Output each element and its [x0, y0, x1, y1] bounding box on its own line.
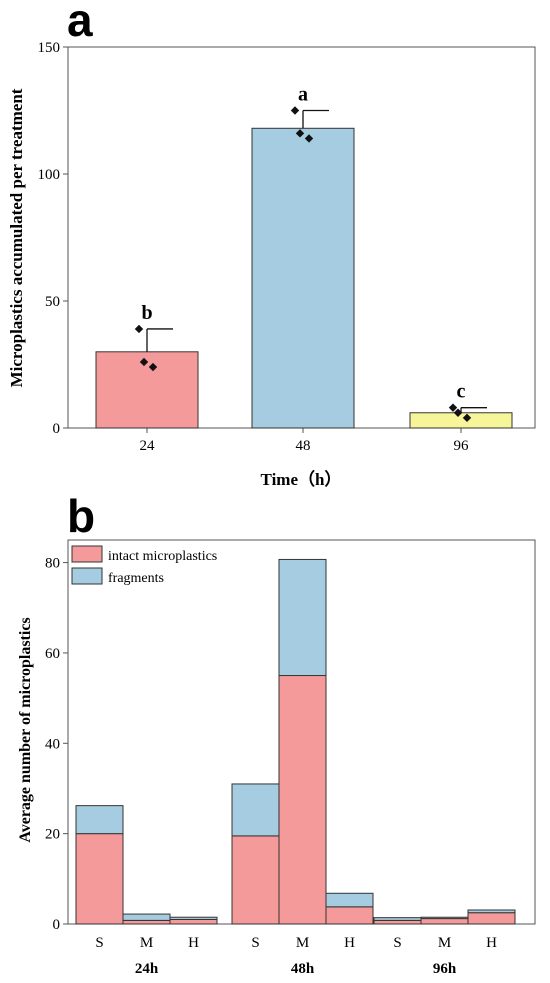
bar-24h-M-intact [122, 919, 171, 925]
data-point-48 [295, 129, 305, 138]
legend-swatch-intact [71, 545, 103, 563]
legend-label-intact: intact microplastics [108, 549, 217, 564]
panel-b-y-axis-title: Average number of microplastics [17, 617, 34, 842]
panel-b-y-tick-label: 80 [45, 556, 60, 572]
data-point-24 [148, 362, 158, 372]
panel-b-x-tick-label: H [486, 935, 497, 951]
bar-24h-H-intact [169, 918, 218, 925]
panel-a-x-axis-title: Time（h） [261, 469, 342, 489]
panel-b-legend: intact microplastics fragments [71, 545, 217, 586]
bar-96h-S-intact [373, 919, 422, 925]
panel-a-y-tick-label: 0 [53, 421, 61, 437]
panel-a-x-tick-label: 24 [140, 438, 156, 454]
bar-96h-S-fragments [373, 917, 422, 921]
panel-a-letter: a [67, 0, 93, 46]
bar-96h-M-fragments [420, 916, 469, 920]
bar-48h-H-fragments [325, 892, 374, 908]
bar-96h-H-fragments [467, 909, 516, 914]
data-point-48 [304, 134, 314, 143]
panel-a-x-ticks: 24 48 96 [140, 428, 470, 454]
panel-b-x-tick-label: M [140, 935, 153, 951]
panel-b-y-tick-label: 40 [45, 736, 60, 752]
data-point-96 [462, 413, 472, 423]
bar-24 [95, 351, 199, 429]
panel-a-y-tick-label: 100 [38, 167, 61, 183]
panel-b: b 0 20 40 60 80 S M H 24h S M H 48h S M H 96h intact mi… [17, 490, 536, 977]
data-point-24 [134, 324, 144, 334]
panel-b-group-label: 24h [135, 961, 159, 977]
panel-a-y-ticks: 0 50 100 150 [38, 40, 68, 437]
panel-b-letter: b [67, 490, 95, 542]
legend-swatch-fragments [71, 567, 103, 585]
panel-a-x-tick-label: 48 [296, 438, 311, 454]
panel-b-group-label: 48h [291, 961, 315, 977]
panel-a-y-tick-label: 150 [38, 40, 61, 56]
panel-b-y-tick-label: 20 [45, 827, 60, 843]
bar-48h-M-intact [278, 675, 327, 925]
panel-b-x-tick-label: S [95, 935, 103, 951]
bar-48 [251, 127, 355, 429]
bar-24h-S-fragments [75, 805, 124, 835]
panel-b-x-tick-label: S [251, 935, 259, 951]
significance-label-48: a [298, 84, 308, 106]
bar-24h-H-fragments [169, 916, 218, 920]
bar-96 [409, 412, 513, 429]
panel-a-y-axis-title: Microplastics accumulated per treatment [7, 88, 26, 387]
bar-24h-M-fragments [122, 913, 171, 921]
panel-b-bars [75, 558, 516, 925]
panel-b-x-ticks: S M H 24h S M H 48h S M H 96h [95, 935, 497, 977]
panel-b-y-tick-label: 60 [45, 646, 60, 662]
data-point-48 [290, 106, 300, 115]
legend-label-fragments: fragments [108, 571, 164, 586]
panel-b-group-label: 96h [433, 961, 457, 977]
panel-b-x-tick-label: M [438, 935, 451, 951]
panel-b-x-tick-label: H [344, 935, 355, 951]
panel-a-y-tick-label: 50 [45, 294, 60, 310]
bar-96h-H-intact [467, 912, 516, 925]
bar-48h-S-fragments [231, 783, 280, 837]
bar-48h-S-intact [231, 835, 280, 925]
bar-96h-M-intact [420, 918, 469, 925]
data-point-96 [453, 408, 463, 417]
panel-b-x-tick-label: H [188, 935, 199, 951]
panel-a-bars: b a c [95, 84, 513, 429]
data-point-96 [448, 403, 458, 412]
significance-label-96: c [457, 381, 466, 403]
panel-b-x-tick-label: M [296, 935, 309, 951]
bar-48h-H-intact [325, 906, 374, 925]
panel-b-y-tick-label: 0 [53, 917, 61, 933]
panel-a-x-tick-label: 96 [454, 438, 470, 454]
bar-24h-S-intact [75, 833, 124, 925]
bar-48h-M-fragments [278, 558, 327, 677]
panel-b-x-tick-label: S [393, 935, 401, 951]
significance-label-24: b [141, 302, 152, 324]
panel-a: a 0 50 100 150 24 48 96 b a c Time（h） Microplas… [7, 0, 536, 489]
panel-b-y-ticks: 0 20 40 60 80 [45, 556, 68, 933]
data-point-24 [139, 357, 149, 367]
